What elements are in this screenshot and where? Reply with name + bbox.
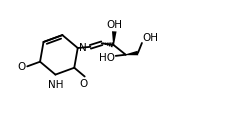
Text: OH: OH xyxy=(107,20,123,30)
Text: N: N xyxy=(80,43,87,53)
Polygon shape xyxy=(126,51,138,56)
Polygon shape xyxy=(112,32,117,46)
Text: O: O xyxy=(18,62,26,72)
Text: OH: OH xyxy=(143,32,159,42)
Text: NH: NH xyxy=(48,79,63,89)
Text: O: O xyxy=(80,79,88,88)
Text: HO: HO xyxy=(99,52,114,62)
